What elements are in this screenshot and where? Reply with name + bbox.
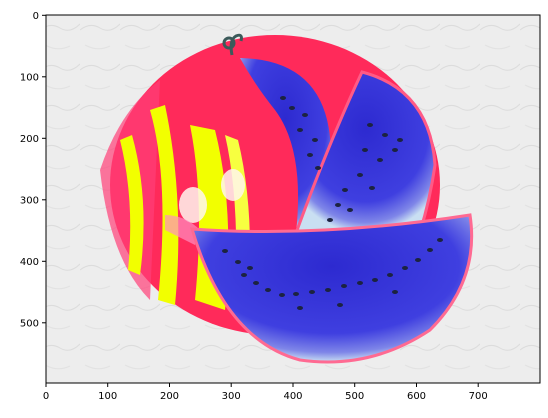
y-tick: 100 [20,73,46,84]
x-tick-label: 500 [345,391,364,402]
y-axis: 0 100 200 300 400 500 [20,11,46,330]
x-tick: 300 [222,383,241,402]
x-tick-label: 700 [469,391,488,402]
x-tick: 700 [469,383,488,402]
watermelon-image [46,15,540,383]
y-tick-label: 300 [20,196,39,207]
x-tick-label: 0 [43,391,49,402]
x-tick: 100 [98,383,117,402]
x-tick-label: 600 [407,391,426,402]
y-tick-label: 500 [20,319,39,330]
half-moon-slice [189,213,474,364]
y-tick: 300 [20,196,46,207]
y-tick: 400 [20,257,46,268]
x-tick-label: 400 [283,391,302,402]
x-tick-label: 200 [160,391,179,402]
wedge-slice [293,70,437,235]
x-tick-label: 100 [98,391,117,402]
x-axis: 0 100 200 300 400 500 600 700 [43,383,488,402]
x-tick: 400 [283,383,303,402]
y-tick: 200 [20,134,46,145]
y-tick-label: 100 [20,73,39,84]
x-tick: 200 [160,383,179,402]
cut-face [240,58,331,233]
y-tick: 0 [33,11,46,22]
x-tick: 0 [43,383,49,402]
x-tick: 500 [345,383,364,402]
y-tick-label: 200 [20,134,39,145]
y-tick: 500 [20,319,46,330]
x-tick: 600 [407,383,426,402]
y-tick-label: 0 [33,11,39,22]
seeds [222,96,443,310]
x-tick-label: 300 [222,391,241,402]
y-tick-label: 400 [20,257,39,268]
